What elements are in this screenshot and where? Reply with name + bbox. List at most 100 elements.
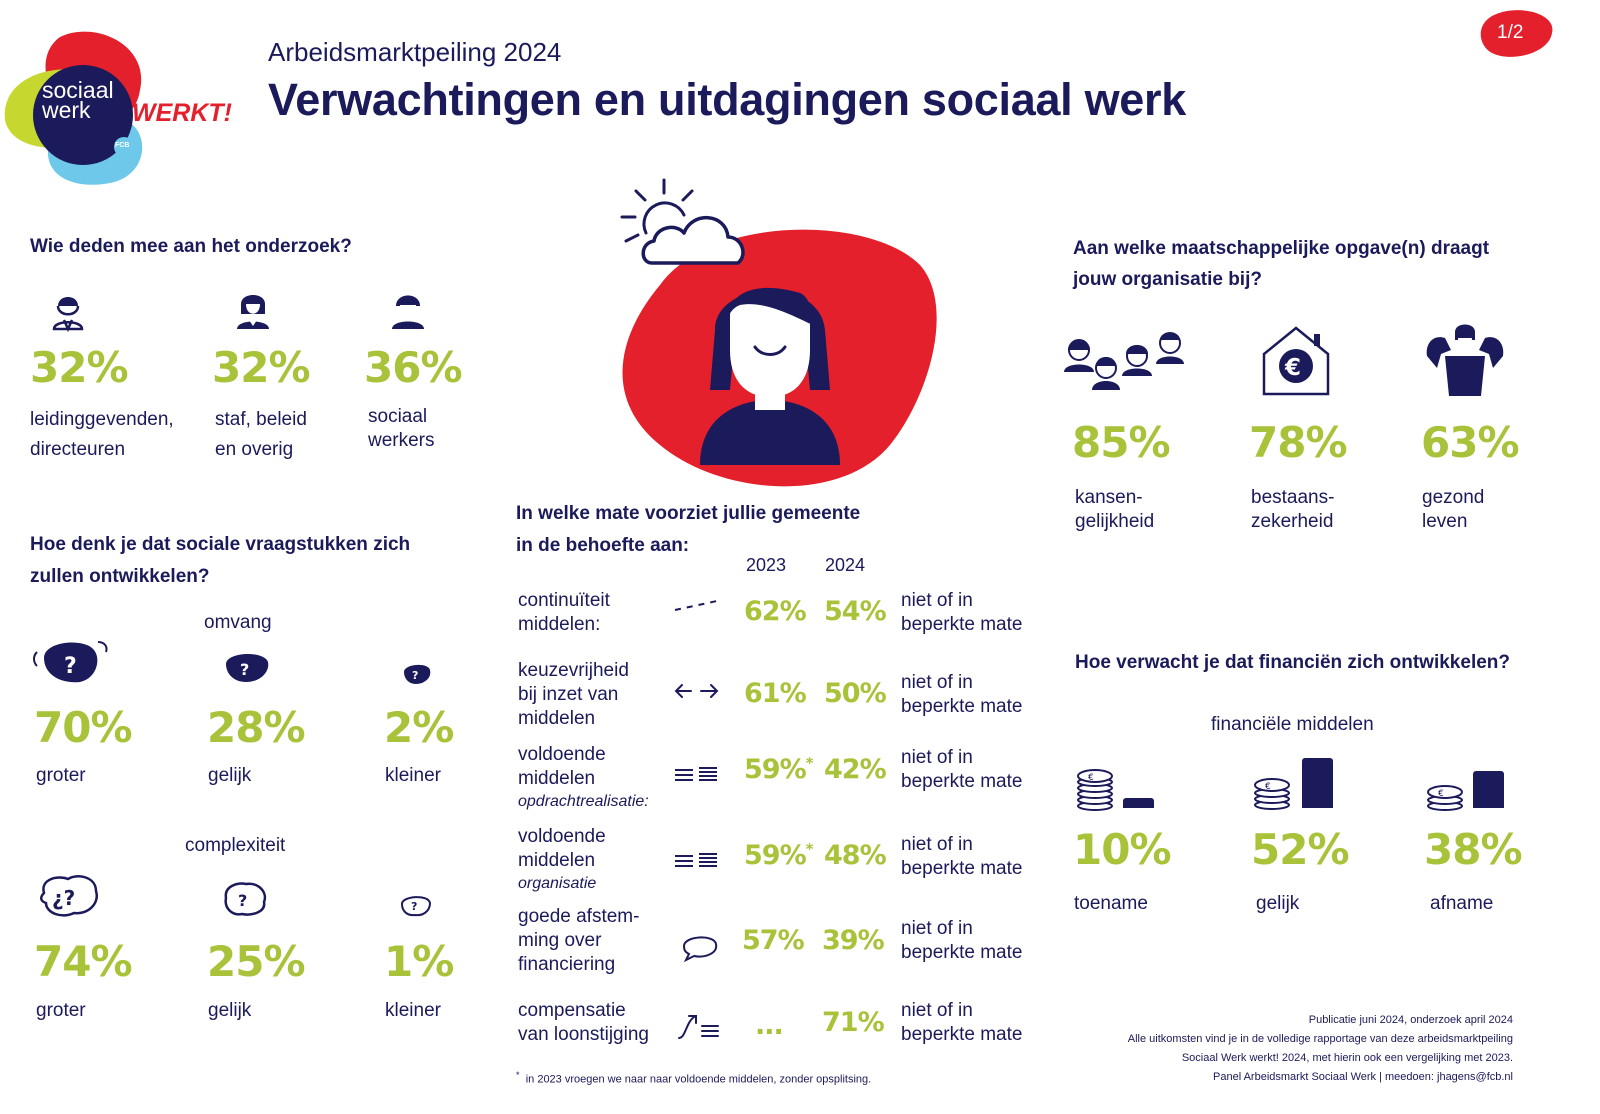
row-3-star: * — [805, 754, 814, 772]
row-6-result: niet of in beperkte mate — [901, 999, 1022, 1047]
societal-label-2-line1: bestaans- — [1251, 487, 1335, 508]
finance-bar-toename — [1123, 798, 1154, 808]
complexiteit-pct-1: 74% — [34, 937, 133, 986]
logo: sociaal werk FCB WERKT! — [0, 15, 232, 185]
question-bubble-small-icon: ? — [402, 662, 432, 686]
logo-text-line2: werk — [42, 97, 91, 123]
row-3-result-line1: niet of in — [901, 747, 973, 768]
row-2-2023: 61% — [744, 678, 807, 709]
speech-bubble-icon — [680, 932, 720, 963]
participants-label-2-line1: staf, beleid — [215, 409, 307, 430]
row-1-result-line1: niet of in — [901, 590, 973, 611]
participants-pct-1: 32% — [30, 343, 129, 392]
row-6-line2: van loonstijging — [518, 1024, 649, 1045]
complex-question-small-icon: ? — [400, 894, 432, 918]
row-4-star: * — [805, 840, 814, 858]
row-5-2023: 57% — [742, 925, 805, 956]
complexiteit-label-3: kleiner — [385, 1000, 441, 1021]
societal-pct-3: 63% — [1421, 418, 1520, 467]
svg-text:€: € — [1438, 789, 1444, 799]
municipality-heading-line1: In welke mate voorziet jullie gemeente — [516, 503, 861, 524]
participants-pct-3: 36% — [364, 343, 463, 392]
societal-label-2: bestaans- zekerheid — [1251, 486, 1334, 534]
finance-bar-afname — [1473, 771, 1504, 808]
footer-line4: Panel Arbeidsmarkt Sociaal Werk | meedoe… — [1213, 1071, 1513, 1083]
complex-question-medium-icon: ? — [222, 880, 268, 918]
row-3-line3: opdrachtrealisatie: — [518, 793, 649, 810]
row-5-result-line1: niet of in — [901, 918, 973, 939]
row-2-result: niet of in beperkte mate — [901, 671, 1022, 719]
row-3-result: niet of in beperkte mate — [901, 746, 1022, 794]
footer-line1: Publicatie juni 2024, onderzoek april 20… — [1308, 1014, 1513, 1026]
row-3-result-line2: beperkte mate — [901, 771, 1023, 792]
complex-question-large-icon: ¿? — [38, 873, 100, 919]
municipality-row-3-label: voldoende middelen opdrachtrealisatie: — [518, 743, 649, 813]
question-bubble-large-icon: ? — [30, 636, 110, 686]
logo-badge: FCB — [115, 142, 130, 149]
page-subtitle: Arbeidsmarktpeiling 2024 — [268, 37, 562, 67]
logo-werkt: WERKT! — [132, 99, 232, 127]
footer-line3: Sociaal Werk werkt! 2024, met hierin ook… — [1181, 1052, 1513, 1064]
societal-tasks-heading: Aan welke maatschappelijke opgave(n) dra… — [1073, 233, 1489, 295]
row-2-2024: 50% — [824, 678, 887, 709]
svg-text:¿?: ¿? — [52, 886, 75, 910]
svg-text:€: € — [1284, 355, 1301, 381]
lines-icon — [673, 764, 721, 784]
social-issues-heading-line2: zullen ontwikkelen? — [30, 566, 210, 587]
col-2024: 2024 — [825, 555, 866, 575]
svg-text:€: € — [1265, 782, 1271, 792]
row-4-line2: middelen — [518, 850, 596, 871]
footer: Publicatie juni 2024, onderzoek april 20… — [1128, 1011, 1513, 1087]
row-5-line3: financiering — [518, 954, 616, 975]
svg-text:?: ? — [411, 900, 417, 913]
finances-pct-2: 52% — [1251, 825, 1350, 874]
societal-label-1: kansen- gelijkheid — [1075, 486, 1154, 534]
complexiteit-pct-2: 25% — [207, 937, 306, 986]
finances-sublabel: financiële middelen — [1211, 714, 1374, 735]
row-4-result-line2: beperkte mate — [901, 858, 1023, 879]
societal-label-3: gezond leven — [1422, 486, 1484, 534]
municipality-heading-line2: in de behoefte aan: — [516, 535, 690, 556]
finances-pct-3: 38% — [1424, 825, 1523, 874]
municipality-heading: In welke mate voorziet jullie gemeente i… — [516, 498, 860, 562]
lines-icon — [673, 850, 721, 870]
societal-label-1-line2: gelijkheid — [1075, 511, 1155, 532]
coins-stack-icon: € — [1075, 756, 1115, 812]
left-right-arrows-icon — [673, 682, 721, 700]
row-5-line2: ming over — [518, 930, 602, 951]
row-2-line1: keuzevrijheid — [518, 660, 629, 681]
societal-label-1-line1: kansen- — [1075, 487, 1143, 508]
row-4-2023-value: 59% — [744, 840, 807, 871]
row-1-line2: middelen: — [518, 614, 601, 635]
footnote-text: in 2023 vroegen we naar naar voldoende m… — [525, 1073, 872, 1086]
row-4-2024: 48% — [824, 840, 887, 871]
participants-label-3: sociaal werkers — [368, 405, 435, 453]
row-3-2023-value: 59% — [744, 754, 807, 785]
svg-text:?: ? — [412, 669, 418, 682]
row-3-line2: middelen — [518, 768, 596, 789]
svg-text:?: ? — [240, 660, 249, 679]
coins-stack-icon: € — [1425, 780, 1465, 812]
participants-label-2-line2: en overig — [215, 439, 294, 460]
rising-arrow-icon — [676, 1012, 724, 1042]
page-number: 1/2 — [1497, 22, 1524, 43]
finances-label-1: toename — [1074, 893, 1148, 914]
row-3-line1: voldoende — [518, 744, 606, 765]
row-6-result-line1: niet of in — [901, 1000, 973, 1021]
row-4-result-line1: niet of in — [901, 834, 973, 855]
row-1-2023: 62% — [744, 596, 807, 627]
question-bubble-medium-icon: ? — [224, 650, 270, 686]
participants-label-3-line2: werkers — [368, 430, 435, 451]
row-1-line1: continuïteit — [518, 590, 610, 611]
societal-label-2-line2: zekerheid — [1251, 511, 1334, 532]
logo-shapes — [4, 31, 143, 185]
row-4-result: niet of in beperkte mate — [901, 833, 1022, 881]
omvang-label-2: gelijk — [208, 765, 252, 786]
societal-label-3-line1: gezond — [1422, 487, 1485, 508]
row-5-line1: goede afstem- — [518, 906, 640, 927]
omvang-pct-3: 2% — [384, 703, 454, 752]
omvang-label-1: groter — [36, 765, 86, 786]
row-2-result-line1: niet of in — [901, 672, 973, 693]
svg-text:?: ? — [64, 654, 77, 679]
svg-text:?: ? — [238, 891, 247, 910]
